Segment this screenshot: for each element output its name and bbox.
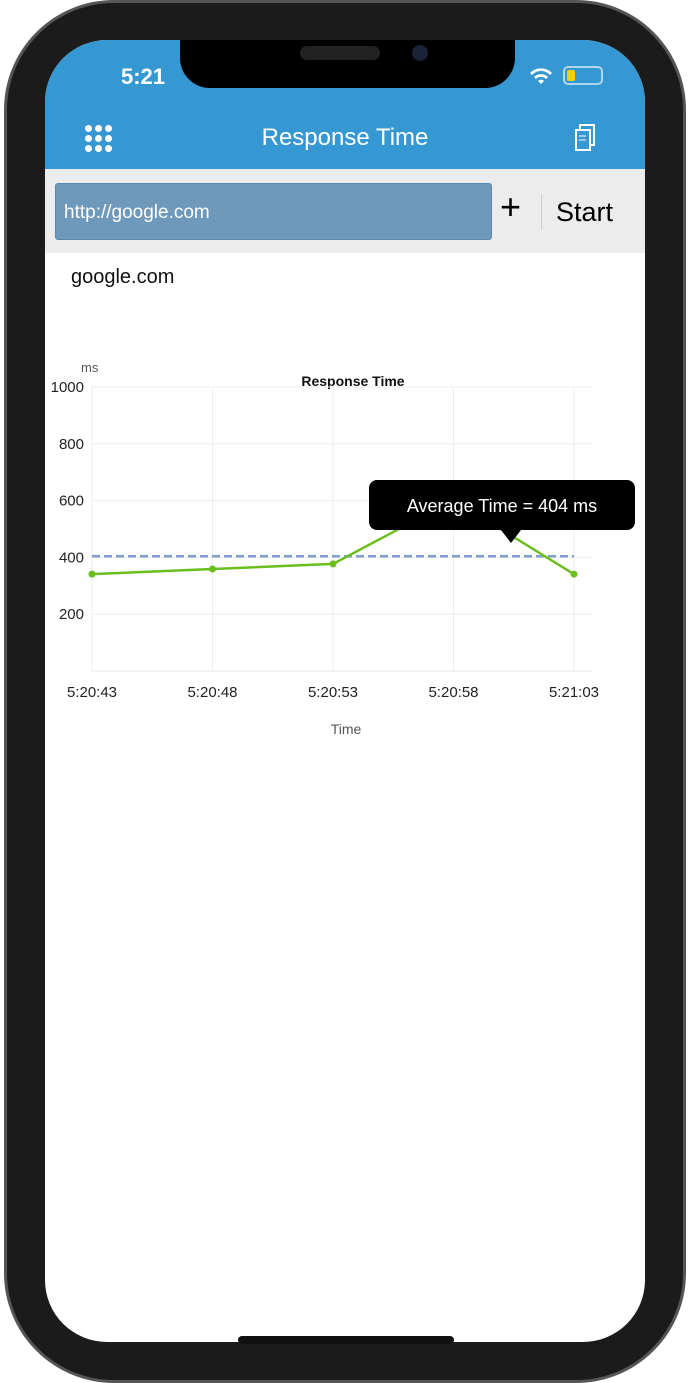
host-label: google.com [71, 266, 175, 288]
add-button[interactable]: + [500, 186, 522, 227]
data-point [570, 570, 578, 578]
y-tick-label: 800 [59, 436, 84, 453]
url-input[interactable]: http://google.com [55, 183, 492, 240]
y-tick-label: 400 [59, 549, 84, 566]
y-tick-label: 600 [59, 493, 84, 510]
x-tick-label: 5:20:53 [308, 684, 358, 701]
x-tick-label: 5:20:48 [187, 684, 237, 701]
x-tick-label: 5:21:03 [549, 684, 599, 701]
start-button[interactable]: Start [556, 197, 614, 227]
screen: 5:21 Response Time http://google.com + S… [45, 40, 645, 1342]
data-point [209, 565, 216, 573]
page-title: Response Time [261, 124, 429, 151]
status-icons [529, 66, 603, 85]
tooltip-pointer [501, 530, 521, 543]
status-time: 5:21 [121, 64, 166, 89]
y-tick-label: 1000 [51, 379, 84, 396]
x-tick-label: 5:20:43 [67, 684, 117, 701]
response-time-chart: Response Time ms Time 200 400 600 800 1000 5:20:… [51, 360, 635, 737]
y-tick-label: 200 [59, 606, 84, 623]
documents-icon[interactable] [574, 124, 596, 152]
grid-menu-icon[interactable] [85, 125, 112, 152]
x-axis-label: Time [331, 721, 362, 737]
data-point [329, 560, 337, 568]
x-tick-label: 5:20:58 [428, 684, 478, 701]
y-axis-label: ms [81, 360, 99, 375]
divider [541, 194, 542, 230]
home-indicator [238, 1336, 454, 1344]
url-toolbar: http://google.com + Start [45, 169, 645, 253]
notch [180, 40, 515, 88]
wifi-icon [530, 67, 552, 84]
battery-icon [563, 66, 603, 85]
tooltip-text: Average Time = 404 ms [407, 496, 597, 516]
data-point [88, 570, 96, 578]
chart-title: Response Time [301, 373, 404, 389]
tooltip-box [369, 480, 635, 530]
